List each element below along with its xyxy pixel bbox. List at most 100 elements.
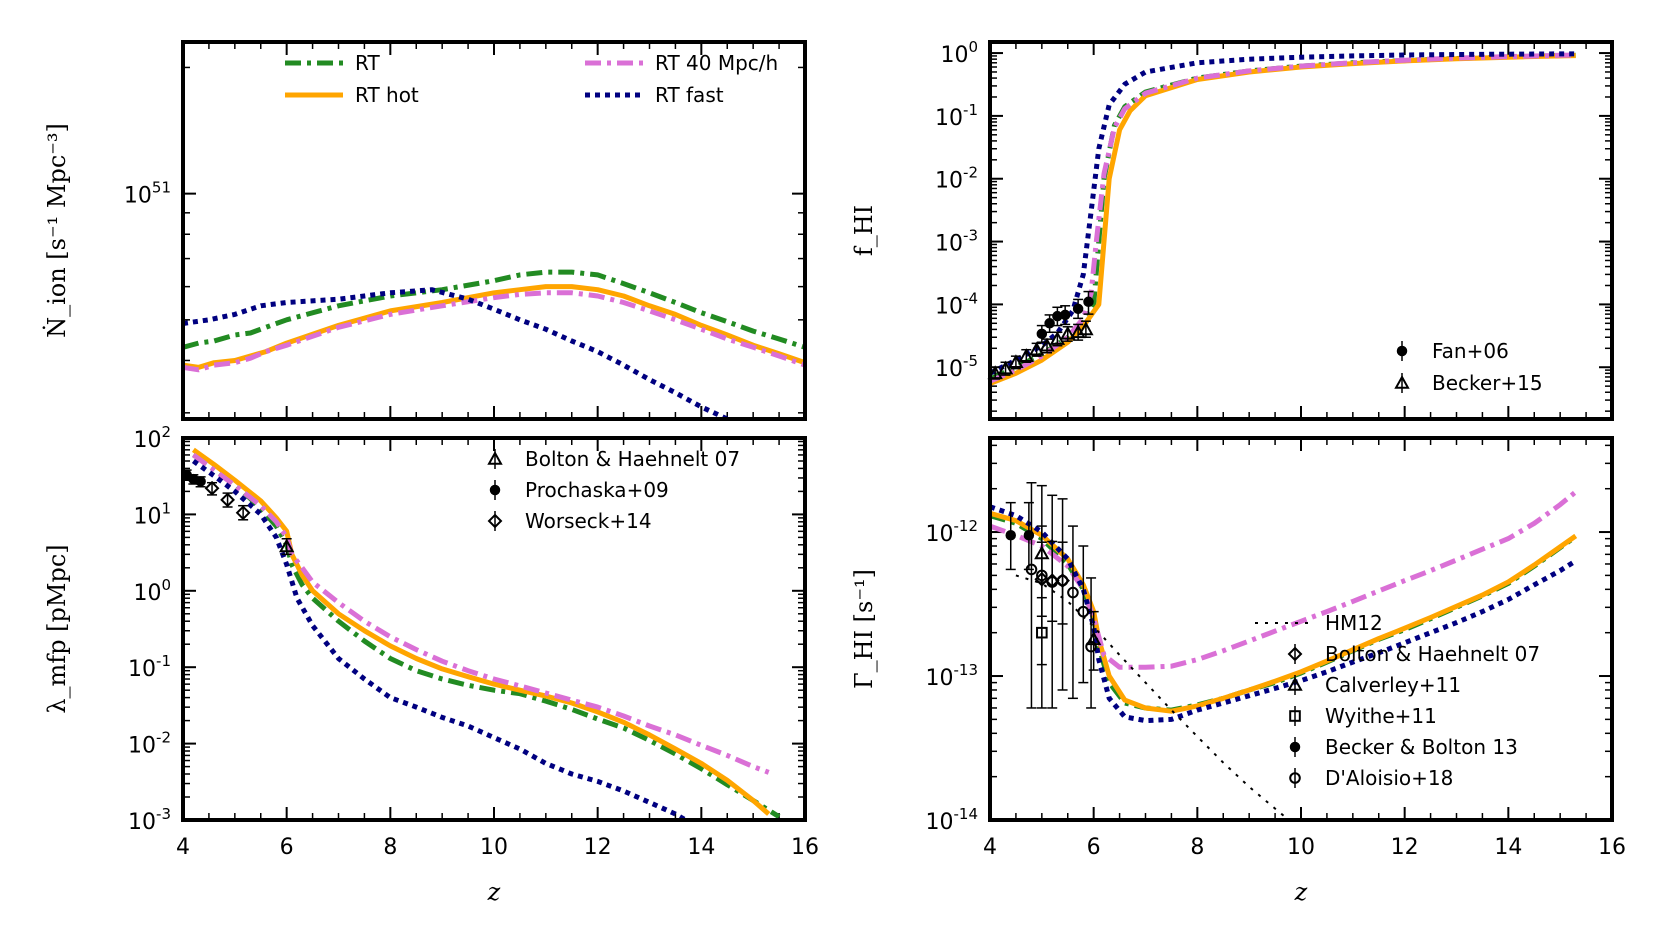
y-tick-label: 10-13 [926,661,979,691]
axes-frame [988,40,1614,421]
x-tick-label: 8 [1190,835,1204,860]
y-tick-label: 100 [940,38,978,68]
legend-label: Fan+06 [1432,339,1509,363]
y-axis-label: f_HI [850,205,878,256]
y-tick-label: 100 [133,576,171,606]
legend-item-fan-06: Fan+06 [1396,339,1509,363]
legend-marker [1394,374,1410,389]
y-tick-label: 10-12 [926,517,979,547]
data-point [1067,586,1079,599]
x-tick-label: 4 [176,835,190,860]
data-point [1077,605,1090,618]
series-rt-40-mpc-h [990,489,1578,670]
legend-item-rt-fast: RT fast [585,83,724,107]
legend-item-bolton-haehnelt-07: Bolton & Haehnelt 07 [1287,642,1540,666]
y-axis-label: λ_mfp [pMpc] [43,544,71,713]
y-tick-label: 10-5 [935,352,978,382]
data-point [1072,303,1084,315]
data-point [204,480,220,496]
data-point [235,505,251,521]
legend-item-prochaska-09: Prochaska+09 [489,478,669,502]
x-tick-label: 14 [687,835,715,860]
legend-label: Calverley+11 [1325,673,1461,697]
legend-label: HM12 [1325,611,1383,635]
data-point [987,365,1003,380]
obs-fan-06 [1036,290,1094,343]
legend-marker [1289,741,1301,753]
legend-marker [1396,345,1408,357]
y-tick-label: 10-3 [128,805,171,835]
legend-item-rt: RT [285,51,380,75]
legend-marker [1289,772,1301,784]
panel-mfp: 10-3 10-2 10-1 100 101 102 4 6 8 10 12 14 16 λ_mfp [p… [43,423,819,906]
legend-marker [489,484,501,496]
legend: Fan+06 Becker+15 [1394,339,1543,395]
x-tick-label: 10 [480,835,508,860]
data-point [278,538,295,553]
x-tick-label: 10 [1287,835,1315,860]
y-tick-label: 10-1 [128,652,171,682]
data-point [1036,569,1048,582]
legend-item-hm12: HM12 [1255,611,1383,635]
legend-label: Worseck+14 [525,509,652,533]
axes-frame [181,436,807,822]
panel-nion: 1051 Ṅ_ion [s⁻¹ Mpc⁻³] RT RT hot RT 40 Mpc/h… [42,40,807,421]
legend: Bolton & Haehnelt 07 Prochaska+09 Worseck+… [487,447,740,533]
data-point [195,476,206,487]
legend-item-d-aloisio-18: D'Aloisio+18 [1289,766,1453,790]
y-axis-label: Γ_HI [s⁻¹] [850,569,878,689]
y-tick-label: 10-4 [935,289,978,319]
y-axis-label: Ṅ_ion [s⁻¹ Mpc⁻³] [42,123,71,338]
data-point [220,492,235,508]
y-tick-label: 102 [133,423,171,453]
x-tick-label: 8 [383,835,397,860]
series-lines [183,269,805,419]
panel-gamma: 10-14 10-13 10-12 4 6 8 10 12 14 16 Γ_HI [s⁻¹] z HM1… [850,436,1626,906]
legend-item-calverley-11: Calverley+11 [1287,673,1461,697]
y-tick-label: 10-3 [935,227,978,257]
data-point [1049,331,1066,345]
series-rt-40-mpc-h [191,452,770,775]
legend-item-wyithe-11: Wyithe+11 [1289,704,1437,728]
legend-label: Bolton & Haehnelt 07 [525,447,740,471]
series-rt [183,269,805,350]
panel-fhi: 10-5 10-4 10-3 10-2 10-1 100 f_HI Fan+06 Becker+… [850,38,1614,421]
y-tick-label: 10-2 [935,164,978,194]
series-rt-hot [191,447,771,816]
data-point [1005,530,1016,541]
legend-label: Prochaska+09 [525,478,669,502]
legend: HM12 Bolton & Haehnelt 07 Calverley+11 Wyit… [1255,611,1540,790]
legend-label: RT [355,51,380,75]
legend-label: RT hot [355,83,419,107]
legend-marker [1289,710,1301,722]
obs-prochaska-09 [181,469,206,488]
series-rt-fast [990,51,1576,376]
legend: RT RT hot RT 40 Mpc/h RT fast [285,51,778,107]
legend-item-becker-15: Becker+15 [1394,371,1543,395]
series-hm12 [1015,574,1291,820]
y-tick-label: 101 [133,499,171,529]
data-point [1085,640,1097,653]
obs-d-aloisio-18 [1025,481,1097,709]
data-point [1039,337,1055,352]
series-lines [191,447,781,820]
x-axis-label: z [487,878,501,906]
legend-label: Wyithe+11 [1325,704,1437,728]
legend-label: RT fast [655,83,724,107]
y-tick-label: 10-1 [935,101,978,131]
data-point [1083,296,1094,308]
legend-label: Becker & Bolton 13 [1325,735,1518,759]
series-rt-fast [990,504,1578,724]
data-point [1018,348,1034,362]
data-point [1056,574,1069,587]
series-rt-fast [191,458,691,820]
x-tick-label: 16 [791,835,819,860]
x-axis-label: z [1294,878,1308,906]
obs-becker-15 [987,320,1094,380]
legend-label: RT 40 Mpc/h [655,51,778,75]
obs-becker-bolton-13 [1005,501,1035,571]
legend-item-rt-hot: RT hot [285,83,419,107]
x-tick-label: 12 [584,835,612,860]
x-tick-label: 14 [1494,835,1522,860]
data-point [1060,325,1076,340]
